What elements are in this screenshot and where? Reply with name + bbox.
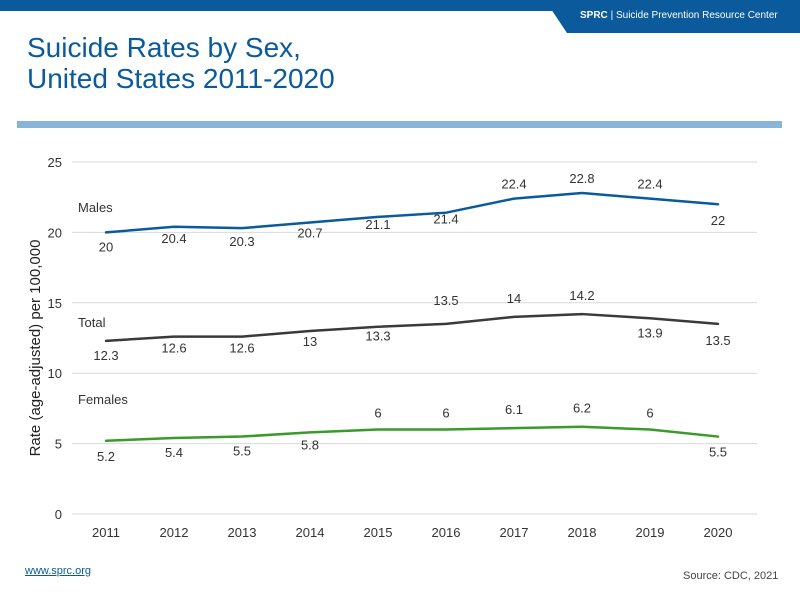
title-line-2: United States 2011-2020 — [27, 63, 335, 94]
source-note: Source: CDC, 2021 — [683, 570, 779, 582]
series-names: Males Total Females — [78, 200, 128, 407]
data-label-females: 6 — [646, 406, 653, 421]
org-short-name: SPRC — [580, 10, 608, 21]
x-tick-label: 2013 — [228, 525, 257, 540]
series-lines — [104, 191, 720, 443]
page-title: Suicide Rates by Sex, United States 2011… — [27, 32, 335, 94]
data-label-total: 13.5 — [433, 293, 458, 308]
series-name-males: Males — [78, 200, 113, 215]
data-label-males: 20 — [99, 239, 113, 254]
data-label-total: 13 — [303, 334, 317, 349]
title-divider — [17, 121, 782, 128]
data-label-males: 20.7 — [297, 226, 322, 241]
header-tab — [545, 0, 800, 33]
y-tick-label: 5 — [55, 437, 62, 452]
data-label-males: 22.8 — [569, 171, 594, 186]
x-tick-label: 2016 — [432, 525, 461, 540]
y-axis-label: Rate (age-adjusted) per 100,000 — [27, 240, 44, 457]
x-tick-label: 2011 — [92, 525, 120, 540]
data-label-total: 12.6 — [161, 341, 186, 356]
title-line-1: Suicide Rates by Sex, — [27, 32, 301, 63]
x-tick-label: 2015 — [364, 525, 393, 540]
data-label-total: 12.3 — [93, 348, 118, 363]
x-tick-label: 2012 — [160, 525, 189, 540]
y-tick-label: 20 — [48, 225, 62, 240]
data-label-females: 5.5 — [233, 444, 251, 459]
data-label-males: 20.3 — [229, 234, 254, 249]
x-tick-label: 2014 — [296, 525, 325, 540]
data-label-females: 6.1 — [505, 402, 523, 417]
website-link[interactable]: www.sprc.org — [25, 565, 92, 577]
series-name-total: Total — [78, 315, 106, 330]
data-labels: 20 20.4 20.3 20.7 21.1 21.4 22.4 22.8 22.4 22 12.3… — [93, 171, 730, 464]
grid-lines — [72, 161, 757, 515]
data-label-total: 13.9 — [637, 325, 662, 340]
y-tick-label: 10 — [48, 366, 62, 381]
data-label-total: 14.2 — [569, 288, 594, 303]
y-tick-label: 15 — [48, 296, 62, 311]
top-bar — [0, 0, 800, 11]
data-label-males: 22.4 — [637, 177, 662, 192]
series-line-females — [104, 425, 720, 443]
data-label-females: 6 — [374, 406, 381, 421]
data-label-females: 5.2 — [97, 449, 115, 464]
series-name-females: Females — [78, 392, 128, 407]
y-axis-ticks: 0 5 10 15 20 25 — [48, 155, 62, 522]
org-full-name: Suicide Prevention Resource Center — [615, 10, 778, 21]
x-tick-label: 2020 — [704, 525, 733, 540]
data-label-females: 5.5 — [709, 445, 727, 460]
data-label-males: 20.4 — [161, 231, 186, 246]
data-label-total: 13.3 — [365, 329, 390, 344]
data-label-females: 5.8 — [301, 437, 319, 452]
x-tick-label: 2019 — [636, 525, 665, 540]
data-label-females: 6.2 — [573, 401, 591, 416]
x-tick-label: 2018 — [568, 525, 597, 540]
data-label-females: 5.4 — [165, 445, 183, 460]
data-label-total: 12.6 — [229, 341, 254, 356]
series-line-males — [104, 191, 720, 234]
header-separator: | — [610, 10, 614, 21]
x-tick-label: 2017 — [500, 525, 529, 540]
data-label-males: 21.1 — [365, 217, 390, 232]
data-label-males: 22 — [711, 213, 725, 228]
y-tick-label: 25 — [48, 155, 62, 170]
data-label-females: 6 — [442, 406, 449, 421]
data-label-males: 21.4 — [433, 212, 458, 227]
series-line-total — [104, 312, 720, 343]
y-tick-label: 0 — [55, 507, 62, 522]
data-label-total: 13.5 — [705, 333, 730, 348]
x-axis-ticks: 2011 2012 2013 2014 2015 2016 2017 2018 2019 2020 — [92, 525, 732, 540]
data-label-males: 22.4 — [501, 177, 526, 192]
data-label-total: 14 — [507, 291, 521, 306]
header-org: SPRC | Suicide Prevention Resource Cente… — [580, 10, 778, 21]
